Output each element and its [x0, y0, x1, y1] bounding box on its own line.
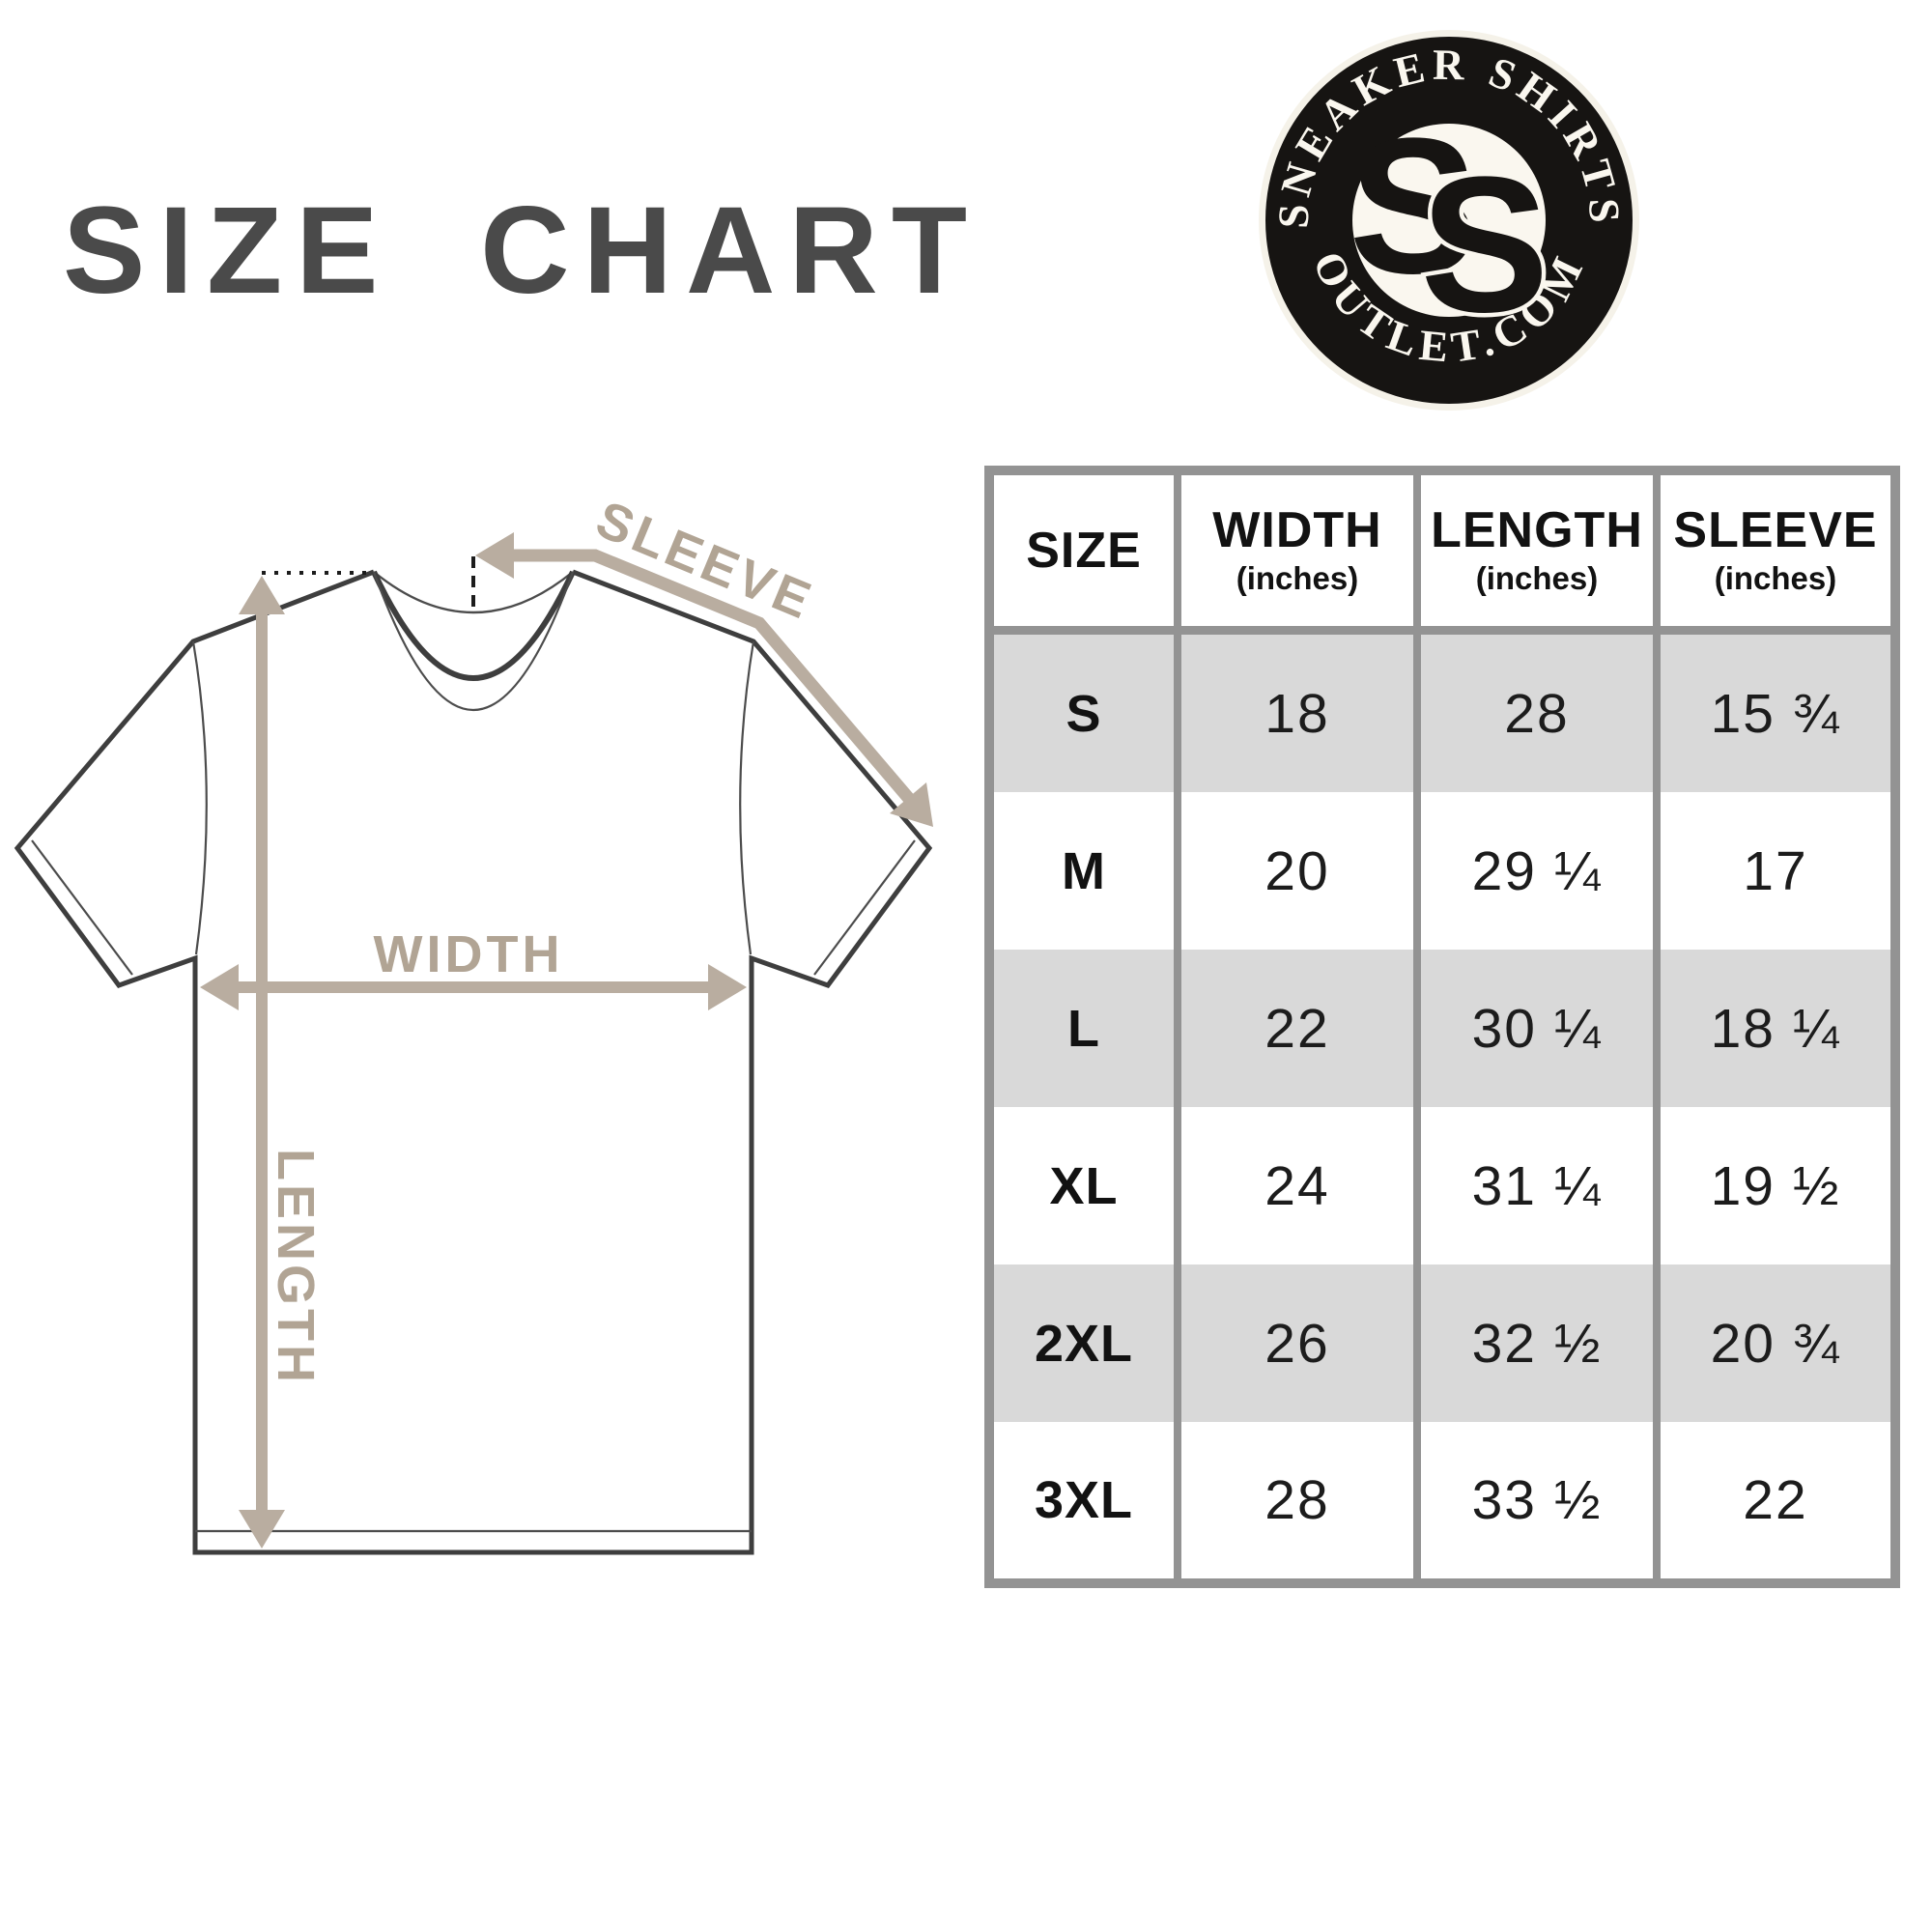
table-row-s-size: S: [994, 635, 1174, 792]
table-row-3xl-length: 33 ½: [1421, 1422, 1653, 1578]
size-chart-table: SIZE WIDTH (inches) LENGTH (inches) SLEE…: [984, 466, 1900, 1588]
table-row-2xl-length: 32 ½: [1421, 1264, 1653, 1422]
table-row-l-width: 22: [1181, 950, 1413, 1107]
svg-text:S: S: [1420, 137, 1548, 353]
table-row-xl-sleeve: 19 ½: [1661, 1107, 1890, 1264]
table-row-m-size: M: [994, 792, 1174, 950]
header-sleeve: SLEEVE (inches): [1661, 475, 1890, 626]
table-row-s-sleeve: 15 ¾: [1661, 635, 1890, 792]
header-length: LENGTH (inches): [1421, 475, 1653, 626]
table-row-3xl-sleeve: 22: [1661, 1422, 1890, 1578]
width-arrow: [200, 964, 747, 1010]
table-row-xl-size: XL: [994, 1107, 1174, 1264]
svg-text:S: S: [1349, 99, 1477, 314]
logo-inner-circle: [1352, 124, 1546, 317]
tshirt-outline-icon: [14, 569, 933, 1555]
width-label: WIDTH: [374, 925, 564, 983]
header-size: SIZE: [994, 475, 1174, 626]
table-row-m-length: 29 ¼: [1421, 792, 1653, 950]
table-row-2xl-sleeve: 20 ¾: [1661, 1264, 1890, 1422]
table-row-3xl-width: 28: [1181, 1422, 1413, 1578]
table-row-l-length: 30 ¼: [1421, 950, 1653, 1107]
length-label: LENGTH: [267, 1149, 325, 1386]
table-row-3xl-size: 3XL: [994, 1422, 1174, 1578]
measurement-arrows: [200, 532, 933, 1548]
table-row-2xl-size: 2XL: [994, 1264, 1174, 1422]
header-width: WIDTH (inches): [1181, 475, 1413, 626]
table-row-s-length: 28: [1421, 635, 1653, 792]
guide-lines: [262, 556, 475, 607]
table-row-m-width: 20: [1181, 792, 1413, 950]
table-row-2xl-width: 26: [1181, 1264, 1413, 1422]
table-row-s-width: 18: [1181, 635, 1413, 792]
table-row-l-size: L: [994, 950, 1174, 1107]
table-row-l-sleeve: 18 ¼: [1661, 950, 1890, 1107]
table-row-m-sleeve: 17: [1661, 792, 1890, 950]
table-row-xl-length: 31 ¼: [1421, 1107, 1653, 1264]
length-arrow: [239, 576, 285, 1548]
sleeve-arrow: [475, 532, 933, 827]
page-title: SIZE CHART: [63, 182, 980, 320]
brand-logo: SNEAKER SHIRTS OUTLET.COM S S: [1259, 30, 1639, 411]
logo-ss-monogram-icon: S S: [1349, 99, 1553, 357]
table-row-xl-width: 24: [1181, 1107, 1413, 1264]
